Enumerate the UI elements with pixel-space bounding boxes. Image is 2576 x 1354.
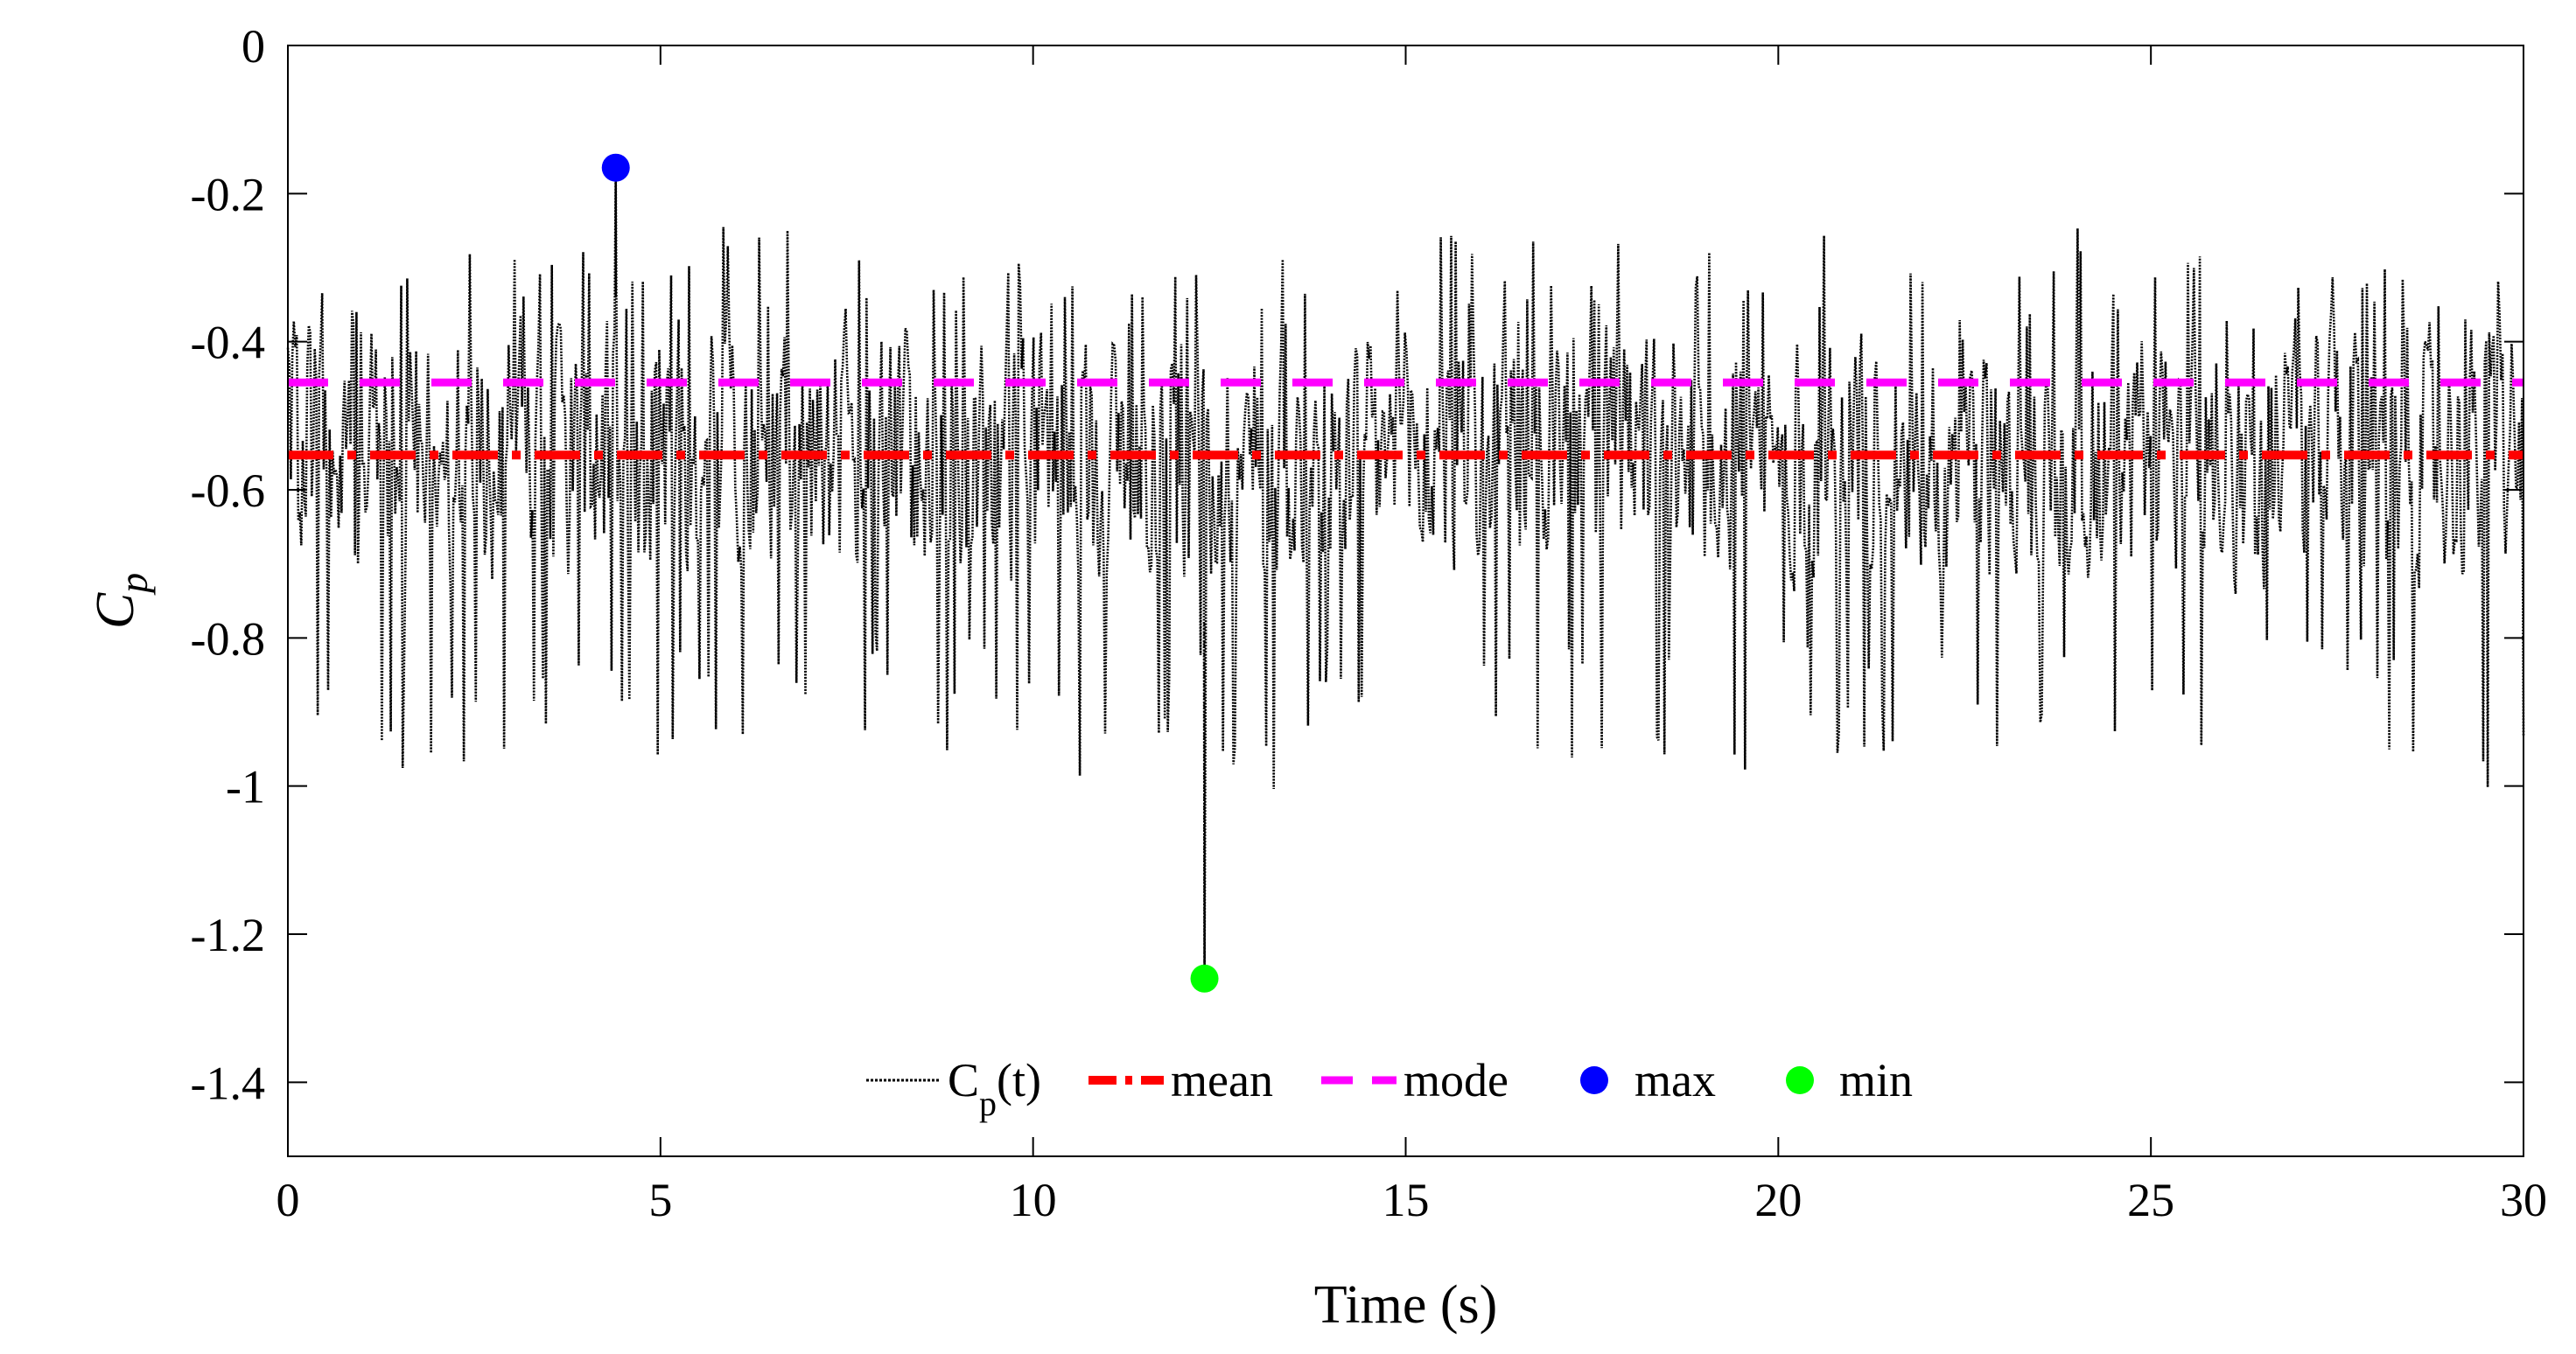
legend-max-label: max	[1634, 1054, 1716, 1106]
legend-signal-main: C	[948, 1054, 979, 1106]
signal-series	[286, 167, 2525, 979]
y-tick-label: -1.4	[191, 1057, 265, 1109]
legend-signal-label: Cp(t)	[948, 1054, 1041, 1123]
legend-min-label: min	[1839, 1054, 1913, 1106]
x-tick-label: 30	[2500, 1174, 2547, 1226]
plot-frame	[287, 45, 2524, 1157]
x-tick-label: 10	[1010, 1174, 1057, 1226]
x-tick-label: 5	[648, 1174, 672, 1226]
legend-mode-label: mode	[1404, 1054, 1508, 1106]
y-axis-title-main: C	[86, 592, 145, 629]
y-tick-label: -0.6	[191, 464, 265, 517]
legend-signal-sub: p	[979, 1084, 997, 1123]
min-marker	[1190, 964, 1219, 993]
x-tick-label: 0	[276, 1174, 300, 1226]
legend-mean-label: mean	[1171, 1054, 1273, 1106]
x-tick-label: 20	[1754, 1174, 1802, 1226]
y-tick-label: -0.4	[191, 317, 265, 369]
y-tick-label: -1.2	[191, 909, 265, 961]
x-tick-label: 15	[1382, 1174, 1430, 1226]
legend-min-swatch	[1786, 1066, 1814, 1094]
y-axis-title-sub: p	[111, 573, 156, 596]
legend-signal-tail: (t)	[997, 1054, 1041, 1106]
x-tick-label: 25	[2127, 1174, 2174, 1226]
x-axis-title: Time (s)	[1314, 1275, 1498, 1335]
y-tick-label: -0.2	[191, 168, 265, 220]
max-marker	[601, 153, 630, 182]
legend-max-swatch	[1580, 1066, 1608, 1094]
y-axis-title: Cp	[86, 573, 156, 629]
y-tick-label: -0.8	[191, 612, 265, 665]
legend: Cp(t) mean mode max min	[866, 1054, 1913, 1123]
y-tick-label: -1	[226, 761, 265, 813]
axis-ticks: 0 5 10 15 20 25 30 0 -0.2 -0.4 -0.6 -0.8 -1 -1.2 -1.4	[191, 20, 2547, 1226]
y-tick-label: 0	[242, 20, 265, 73]
signal-line	[286, 167, 2525, 979]
